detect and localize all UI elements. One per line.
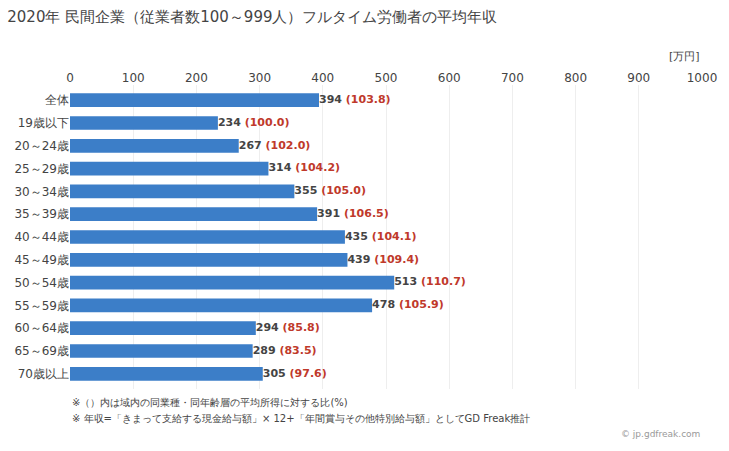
svg-text:20～24歳: 20～24歳 (14, 139, 69, 153)
svg-text:60～64歳: 60～64歳 (14, 321, 69, 335)
svg-text:900: 900 (627, 71, 650, 85)
svg-text:全体: 全体 (45, 93, 69, 107)
svg-text:[万円]: [万円] (669, 50, 700, 63)
svg-text:435 (104.1): 435 (104.1) (345, 230, 417, 243)
svg-text:355 (105.0): 355 (105.0) (294, 184, 366, 197)
svg-text:600: 600 (438, 71, 461, 85)
svg-text:439 (109.4): 439 (109.4) (347, 253, 419, 266)
svg-text:513 (110.7): 513 (110.7) (394, 275, 466, 288)
svg-text:294 (85.8): 294 (85.8) (256, 321, 320, 334)
svg-text:100: 100 (122, 71, 145, 85)
svg-text:800: 800 (564, 71, 587, 85)
svg-text:25～29歳: 25～29歳 (14, 162, 69, 176)
svg-text:391 (106.5): 391 (106.5) (317, 207, 389, 220)
svg-text:19歳以下: 19歳以下 (18, 116, 69, 130)
svg-text:50～54歳: 50～54歳 (14, 276, 69, 290)
svg-text:30～34歳: 30～34歳 (14, 185, 69, 199)
svg-text:478 (105.9): 478 (105.9) (372, 298, 444, 311)
svg-text:© jp.gdfreak.com: © jp.gdfreak.com (621, 429, 700, 439)
svg-text:45～49歳: 45～49歳 (14, 253, 69, 267)
svg-text:1000: 1000 (687, 71, 718, 85)
svg-text:234 (100.0): 234 (100.0) (218, 116, 290, 129)
svg-text:314 (104.2): 314 (104.2) (268, 161, 340, 174)
svg-text:200: 200 (185, 71, 208, 85)
svg-text:※（）内は域内の同業種・同年齢層の平均所得に対する比(%): ※（）内は域内の同業種・同年齢層の平均所得に対する比(%) (72, 397, 348, 408)
svg-text:700: 700 (501, 71, 524, 85)
svg-text:※ 年収=「きまって支給する現金給与額」× 12+「年間賞与: ※ 年収=「きまって支給する現金給与額」× 12+「年間賞与その他特別給与額」と… (72, 413, 530, 424)
svg-text:300: 300 (248, 71, 271, 85)
svg-text:500: 500 (375, 71, 398, 85)
svg-text:394 (103.8): 394 (103.8) (319, 93, 391, 106)
svg-text:70歳以上: 70歳以上 (18, 367, 69, 381)
svg-text:0: 0 (66, 71, 74, 85)
svg-text:400: 400 (311, 71, 334, 85)
svg-text:65～69歳: 65～69歳 (14, 344, 69, 358)
svg-text:289 (83.5): 289 (83.5) (253, 344, 317, 357)
svg-text:35～39歳: 35～39歳 (14, 207, 69, 221)
svg-text:40～44歳: 40～44歳 (14, 230, 69, 244)
svg-text:55～59歳: 55～59歳 (14, 299, 69, 313)
svg-text:2020年 民間企業（従業者数100～999人）フルタイム労: 2020年 民間企業（従業者数100～999人）フルタイム労働者の平均年収 (7, 8, 497, 26)
svg-text:267 (102.0): 267 (102.0) (239, 139, 311, 152)
svg-text:305 (97.6): 305 (97.6) (263, 367, 327, 380)
